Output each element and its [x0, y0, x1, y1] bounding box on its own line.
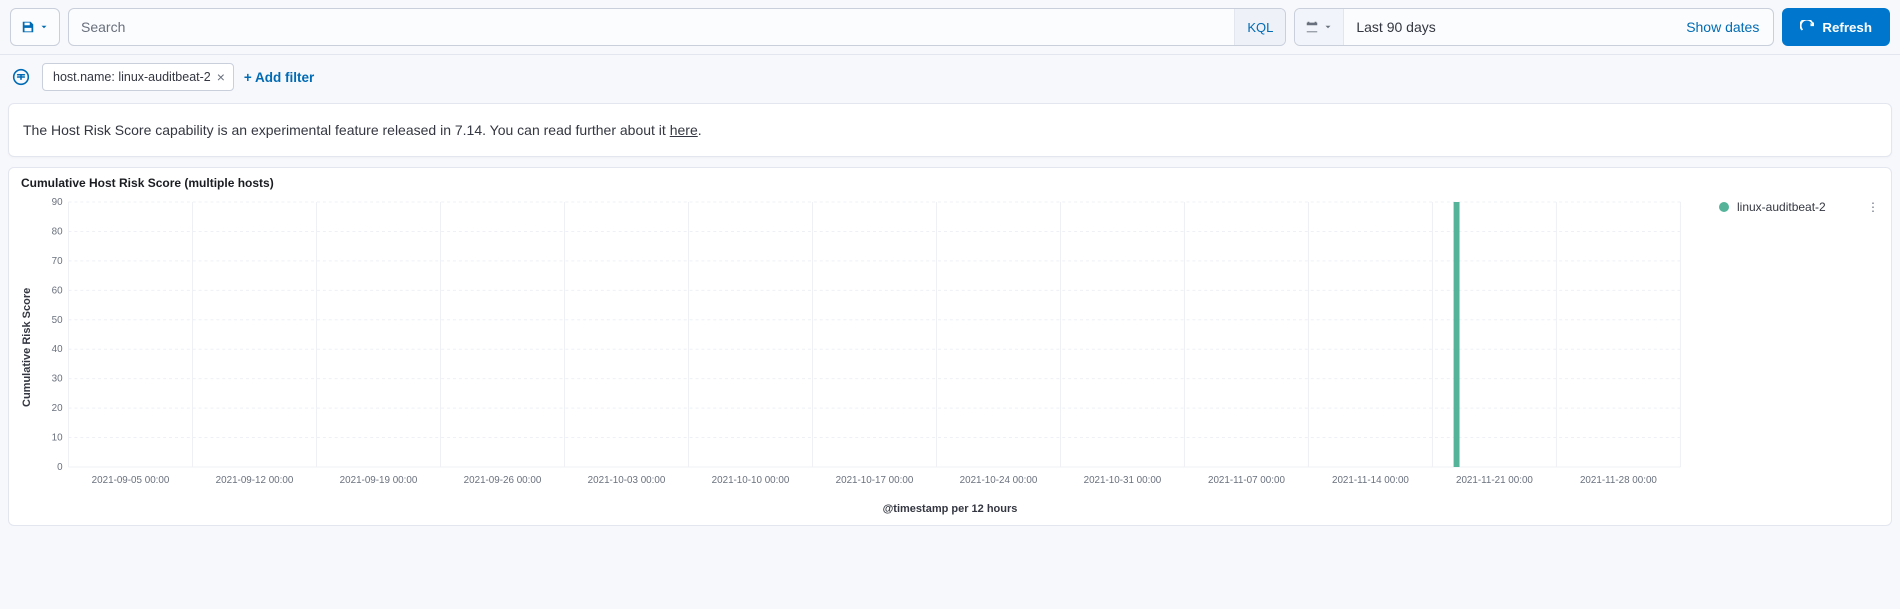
- close-icon[interactable]: ×: [217, 70, 225, 84]
- svg-text:2021-11-07 00:00: 2021-11-07 00:00: [1208, 475, 1285, 486]
- date-picker: Last 90 days Show dates: [1294, 8, 1774, 46]
- svg-text:2021-10-31 00:00: 2021-10-31 00:00: [1084, 475, 1162, 486]
- filter-bar: host.name: linux-auditbeat-2 × + Add fil…: [0, 55, 1900, 103]
- kql-toggle[interactable]: KQL: [1234, 9, 1285, 45]
- chevron-down-icon: [39, 22, 49, 32]
- svg-text:30: 30: [52, 374, 63, 385]
- svg-text:2021-10-10 00:00: 2021-10-10 00:00: [712, 475, 790, 486]
- svg-text:90: 90: [52, 197, 63, 208]
- svg-text:2021-11-21 00:00: 2021-11-21 00:00: [1456, 475, 1533, 486]
- legend-more-icon[interactable]: ⋮: [1867, 200, 1879, 214]
- callout-text: The Host Risk Score capability is an exp…: [23, 122, 670, 138]
- calendar-icon: [1305, 20, 1319, 34]
- svg-text:2021-10-17 00:00: 2021-10-17 00:00: [836, 475, 914, 486]
- query-bar: KQL Last 90 days Show dates Refresh: [0, 0, 1900, 55]
- chart-plot[interactable]: 0 10 20 30 40 50 60 70 80 90 2021-09-05 00:00 2021-…: [35, 196, 1711, 499]
- svg-text:70: 70: [52, 256, 63, 267]
- svg-text:2021-11-14 00:00: 2021-11-14 00:00: [1332, 475, 1409, 486]
- svg-text:2021-10-03 00:00: 2021-10-03 00:00: [588, 475, 666, 486]
- calendar-button[interactable]: [1295, 9, 1344, 45]
- x-axis-label: @timestamp per 12 hours: [19, 499, 1881, 515]
- svg-text:80: 80: [52, 226, 63, 237]
- date-range-display[interactable]: Last 90 days: [1344, 9, 1672, 45]
- svg-text:50: 50: [52, 315, 63, 326]
- filter-options-button[interactable]: [10, 66, 32, 88]
- chevron-down-icon: [1323, 22, 1333, 32]
- legend-swatch: [1719, 202, 1729, 212]
- disk-icon: [21, 20, 35, 34]
- callout-text-after: .: [698, 122, 702, 138]
- chart-legend: linux-auditbeat-2 ⋮: [1711, 196, 1881, 499]
- svg-text:2021-09-05 00:00: 2021-09-05 00:00: [92, 475, 170, 486]
- svg-text:10: 10: [52, 432, 63, 443]
- svg-text:2021-09-12 00:00: 2021-09-12 00:00: [216, 475, 294, 486]
- svg-text:20: 20: [52, 403, 63, 414]
- legend-label: linux-auditbeat-2: [1737, 200, 1826, 214]
- y-axis-label: Cumulative Risk Score: [19, 196, 35, 499]
- filter-settings-icon: [12, 68, 30, 86]
- refresh-label: Refresh: [1822, 20, 1872, 35]
- svg-text:0: 0: [57, 462, 63, 473]
- svg-text:2021-10-24 00:00: 2021-10-24 00:00: [960, 475, 1038, 486]
- callout-link[interactable]: here: [670, 122, 698, 138]
- show-dates-button[interactable]: Show dates: [1672, 9, 1773, 45]
- refresh-icon: [1800, 20, 1814, 34]
- search-box: KQL: [68, 8, 1286, 46]
- chart-panel: Cumulative Host Risk Score (multiple hos…: [8, 167, 1892, 526]
- search-input[interactable]: [69, 9, 1234, 45]
- chart-title: Cumulative Host Risk Score (multiple hos…: [19, 174, 1881, 196]
- filter-pill-label: host.name: linux-auditbeat-2: [53, 70, 211, 84]
- add-filter-button[interactable]: + Add filter: [244, 70, 314, 85]
- svg-text:2021-09-26 00:00: 2021-09-26 00:00: [464, 475, 542, 486]
- svg-text:40: 40: [52, 344, 63, 355]
- svg-text:2021-11-28 00:00: 2021-11-28 00:00: [1580, 475, 1657, 486]
- svg-text:60: 60: [52, 285, 63, 296]
- experimental-callout: The Host Risk Score capability is an exp…: [8, 103, 1892, 157]
- refresh-button[interactable]: Refresh: [1782, 8, 1890, 46]
- legend-item[interactable]: linux-auditbeat-2 ⋮: [1719, 200, 1879, 214]
- svg-text:2021-09-19 00:00: 2021-09-19 00:00: [340, 475, 418, 486]
- saved-queries-button[interactable]: [10, 8, 60, 46]
- filter-pill-hostname[interactable]: host.name: linux-auditbeat-2 ×: [42, 63, 234, 91]
